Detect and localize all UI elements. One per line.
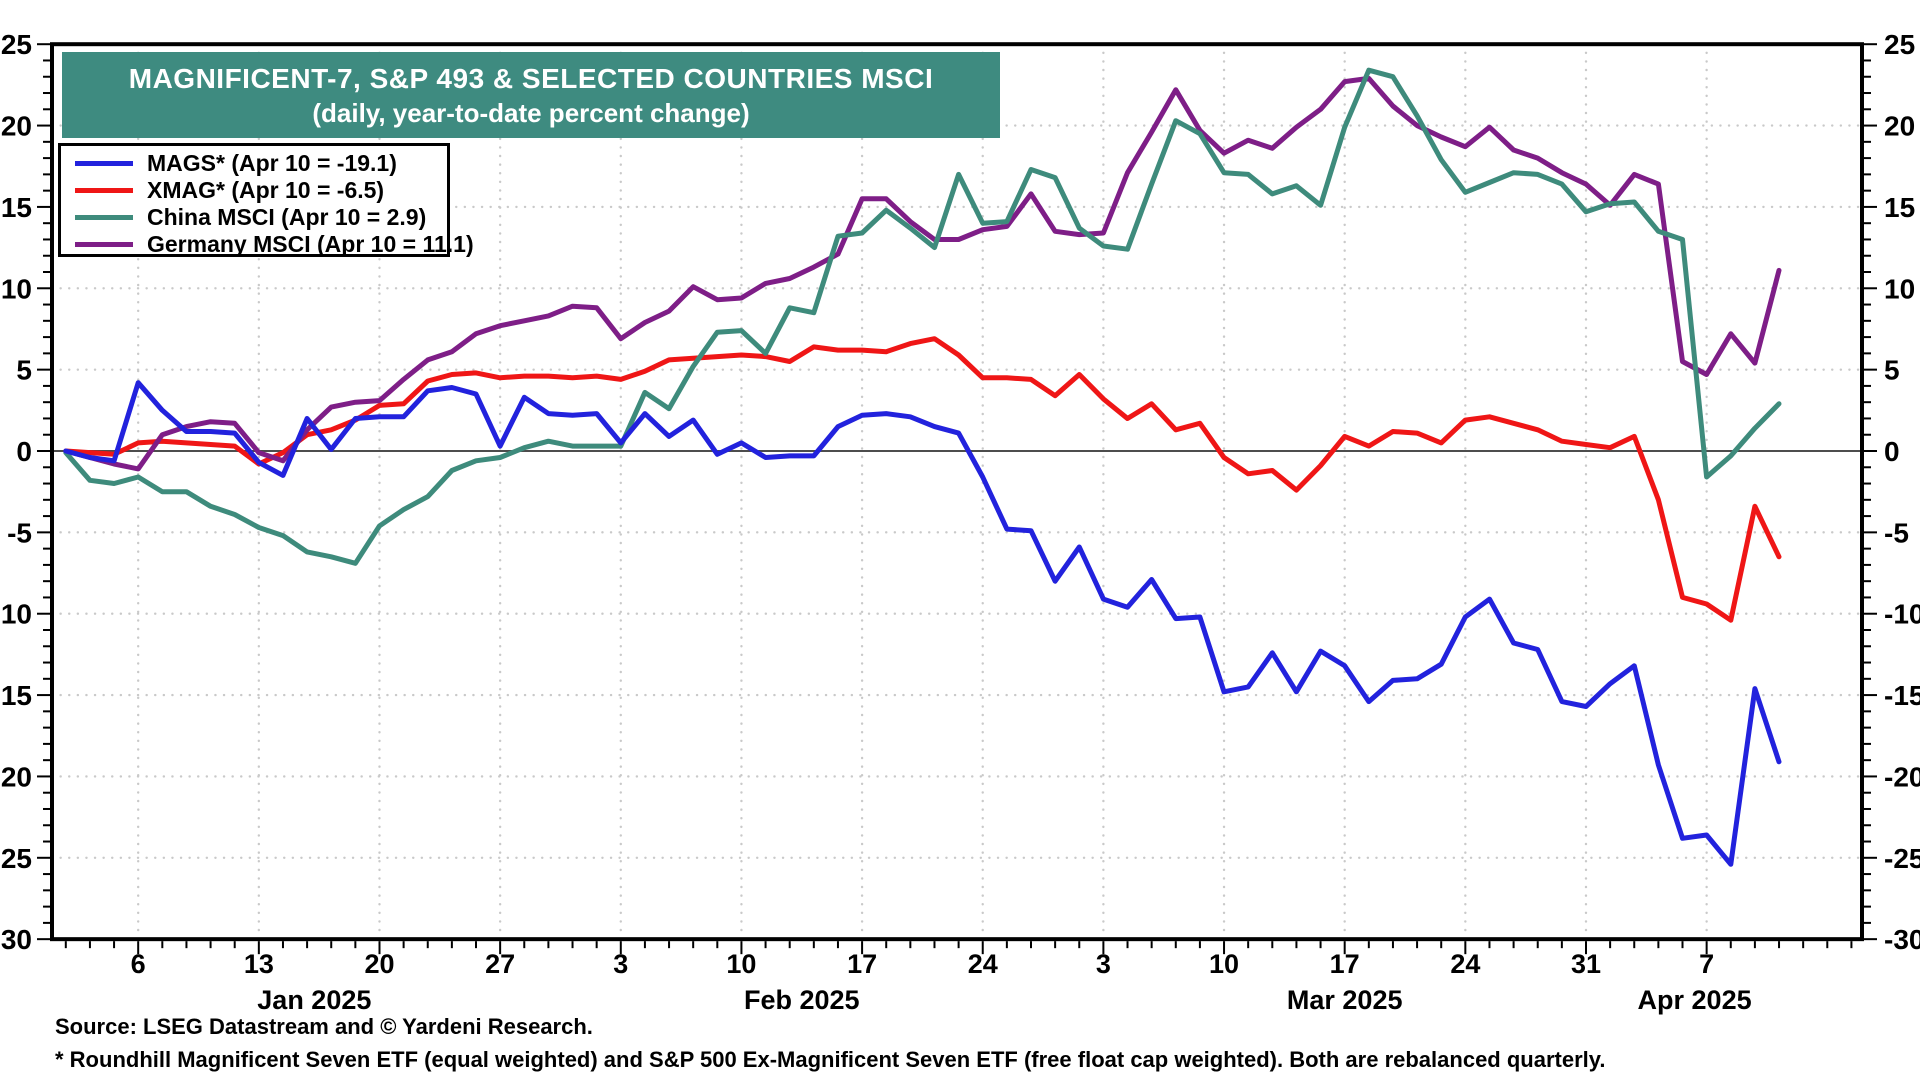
x-axis-labels: 6 13 20 27 3 10 17 24 3 10 17 24 31 7 Jan 2025 Feb 2025…: [131, 949, 1752, 1015]
month-label: Feb 2025: [744, 985, 860, 1015]
svg-text:25: 25: [1, 29, 32, 60]
plot-frame: [50, 42, 1864, 942]
svg-text:-5: -5: [1884, 517, 1909, 548]
legend-swatch: [75, 188, 133, 193]
legend-item-1: MAGS* (Apr 10 = -19.1): [75, 150, 447, 177]
svg-text:0: 0: [16, 436, 32, 467]
month-label: Apr 2025: [1638, 985, 1752, 1015]
chart-subtitle: (daily, year-to-date percent change): [312, 98, 750, 128]
svg-text:5: 5: [1884, 355, 1900, 386]
svg-text:-25: -25: [0, 843, 32, 874]
svg-text:-25: -25: [1884, 843, 1920, 874]
legend-label: MAGS* (Apr 10 = -19.1): [147, 150, 397, 176]
svg-text:15: 15: [1, 192, 32, 223]
legend-swatch: [75, 161, 133, 166]
svg-text:17: 17: [1330, 949, 1360, 979]
svg-text:-15: -15: [1884, 680, 1920, 711]
svg-text:13: 13: [244, 949, 274, 979]
y-axis-labels: 25 25 20 20 15 15 10 10 5 5 0 0 -5 -5 -10 -10 -15 -15 -20 -…: [0, 29, 1920, 955]
legend-swatch: [75, 242, 133, 247]
svg-text:20: 20: [1, 111, 32, 142]
svg-text:10: 10: [726, 949, 756, 979]
svg-text:17: 17: [847, 949, 877, 979]
series-germany-msci: [63, 75, 1782, 472]
series-xmag-: [63, 336, 1782, 623]
month-label: Mar 2025: [1287, 985, 1403, 1015]
x-gridlines: [136, 43, 1708, 941]
svg-text:-10: -10: [1884, 599, 1920, 630]
x-axis-ticks: [64, 941, 1853, 955]
svg-text:-5: -5: [7, 517, 32, 548]
legend-item-3: China MSCI (Apr 10 = 2.9): [75, 204, 447, 231]
series-mags-: [63, 380, 1782, 867]
svg-text:20: 20: [364, 949, 394, 979]
svg-text:31: 31: [1571, 949, 1601, 979]
chart-title-banner: MAGNIFICENT-7, S&P 493 & SELECTED COUNTR…: [62, 52, 1000, 138]
svg-text:-20: -20: [1884, 761, 1920, 792]
legend-swatch: [75, 215, 133, 220]
y-axis-ticks: [37, 43, 1877, 941]
svg-text:6: 6: [131, 949, 146, 979]
svg-text:10: 10: [1209, 949, 1239, 979]
source-note: Source: LSEG Datastream and © Yardeni Re…: [55, 1014, 593, 1039]
svg-text:27: 27: [485, 949, 515, 979]
svg-text:-30: -30: [0, 924, 32, 955]
chart-title: MAGNIFICENT-7, S&P 493 & SELECTED COUNTR…: [128, 63, 934, 94]
svg-text:5: 5: [16, 355, 32, 386]
definition-footnote: * Roundhill Magnificent Seven ETF (equal…: [55, 1047, 1606, 1072]
svg-text:-30: -30: [1884, 924, 1920, 955]
legend-label: XMAG* (Apr 10 = -6.5): [147, 177, 385, 203]
svg-text:10: 10: [1884, 273, 1915, 304]
svg-text:24: 24: [968, 949, 998, 979]
legend: MAGS* (Apr 10 = -19.1) XMAG* (Apr 10 = -6…: [58, 143, 474, 258]
svg-text:20: 20: [1884, 111, 1915, 142]
svg-text:7: 7: [1699, 949, 1714, 979]
legend-item-2: XMAG* (Apr 10 = -6.5): [75, 177, 447, 204]
month-label: Jan 2025: [257, 985, 371, 1015]
legend-label: China MSCI (Apr 10 = 2.9): [147, 204, 427, 230]
svg-text:3: 3: [613, 949, 628, 979]
series-china-msci: [63, 67, 1782, 566]
svg-text:0: 0: [1884, 436, 1900, 467]
svg-text:25: 25: [1884, 29, 1915, 60]
svg-text:24: 24: [1450, 949, 1480, 979]
svg-text:3: 3: [1096, 949, 1111, 979]
svg-text:-20: -20: [0, 761, 32, 792]
legend-label: Germany MSCI (Apr 10 = 11.1): [147, 231, 474, 257]
svg-text:10: 10: [1, 273, 32, 304]
legend-item-4: Germany MSCI (Apr 10 = 11.1): [75, 231, 474, 258]
svg-text:15: 15: [1884, 192, 1915, 223]
svg-text:-15: -15: [0, 680, 32, 711]
svg-text:-10: -10: [0, 599, 32, 630]
